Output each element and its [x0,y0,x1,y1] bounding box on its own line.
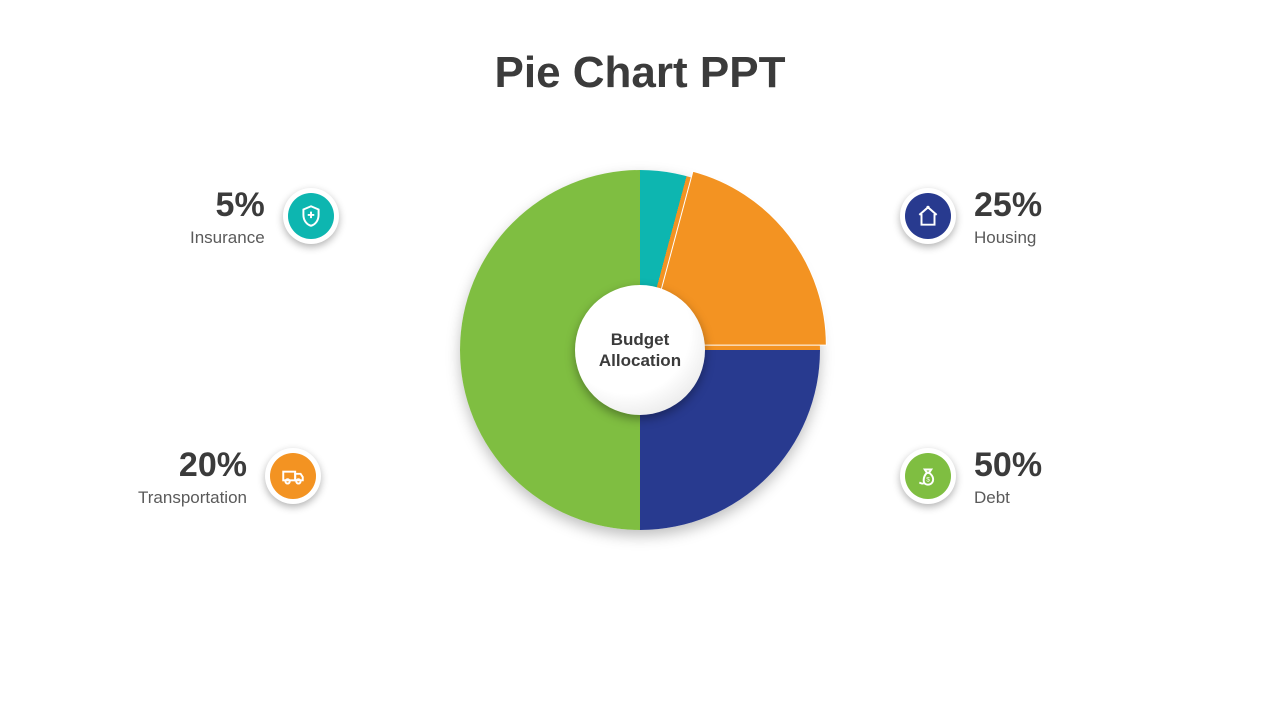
label-housing: Housing [974,228,1036,248]
truck-icon [270,453,316,499]
badge-debt: $ [900,448,956,504]
shield-plus-icon [288,193,334,239]
pie-center-line1: Budget [611,330,670,349]
pie-center-hub: Budget Allocation [575,285,705,415]
pie-center-label: Budget Allocation [599,329,681,372]
badge-transportation [265,448,321,504]
label-transportation: Transportation [138,488,247,508]
money-bag-icon: $ [905,453,951,499]
callout-insurance: 5% Insurance [190,188,339,248]
pct-housing: 25% [974,188,1042,222]
callout-transportation: 20% Transportation [138,448,321,508]
label-insurance: Insurance [190,228,265,248]
svg-text:$: $ [926,476,930,483]
pct-transportation: 20% [179,448,247,482]
page-title: Pie Chart PPT [0,48,1280,98]
callout-housing: 25% Housing [900,188,1042,248]
house-icon [905,193,951,239]
callout-debt: $ 50% Debt [900,448,1042,508]
badge-housing [900,188,956,244]
budget-pie-chart: Budget Allocation [460,170,820,530]
pct-insurance: 5% [216,188,265,222]
pct-debt: 50% [974,448,1042,482]
pie-center-line2: Allocation [599,351,681,370]
badge-insurance [283,188,339,244]
label-debt: Debt [974,488,1010,508]
